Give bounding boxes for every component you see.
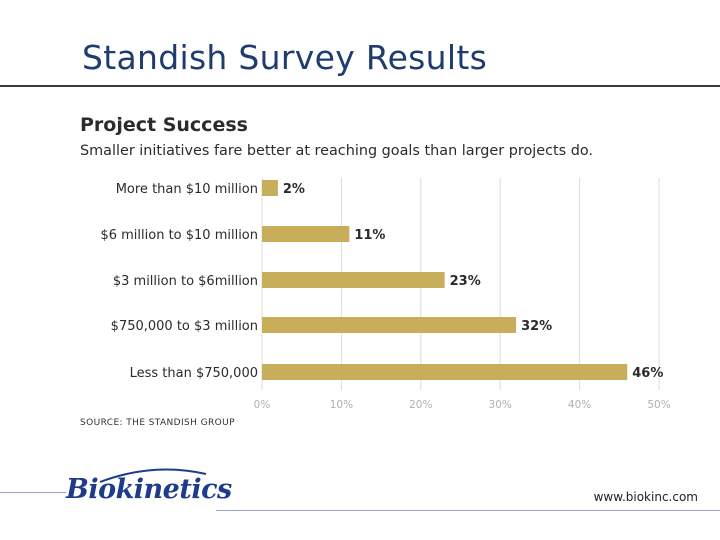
x-tick-label: 0% [254, 399, 271, 411]
x-tick-label: 10% [330, 399, 353, 411]
website-url: www.biokinc.com [593, 490, 698, 504]
category-label: More than $10 million [116, 182, 258, 197]
company-logo: Biokinetics [66, 474, 232, 505]
bar [262, 317, 517, 333]
footer-divider-left [0, 492, 66, 493]
x-tick-label: 20% [409, 399, 432, 411]
x-tick-label: 50% [647, 399, 670, 411]
bar [262, 226, 350, 242]
value-label: 11% [354, 228, 385, 243]
value-label: 46% [632, 366, 663, 381]
category-label: $750,000 to $3 million [111, 319, 258, 334]
logo-swoosh-icon [99, 468, 207, 483]
title-divider [0, 85, 720, 87]
footer-divider-right [216, 510, 720, 511]
chart-subtitle: Smaller initiatives fare better at reach… [80, 143, 594, 159]
value-label: 2% [283, 182, 305, 197]
value-label: 23% [450, 274, 481, 289]
slide-title: Standish Survey Results [82, 38, 488, 77]
bar [262, 364, 628, 380]
x-tick-label: 30% [489, 399, 512, 411]
value-label: 32% [521, 319, 552, 334]
chart-title: Project Success [80, 114, 248, 136]
category-label: Less than $750,000 [130, 366, 258, 381]
x-tick-label: 40% [568, 399, 591, 411]
category-label: $6 million to $10 million [100, 228, 258, 243]
bar [262, 272, 445, 288]
category-label: $3 million to $6million [113, 274, 258, 289]
bar [262, 180, 278, 196]
chart-source: SOURCE: THE STANDISH GROUP [80, 418, 235, 428]
